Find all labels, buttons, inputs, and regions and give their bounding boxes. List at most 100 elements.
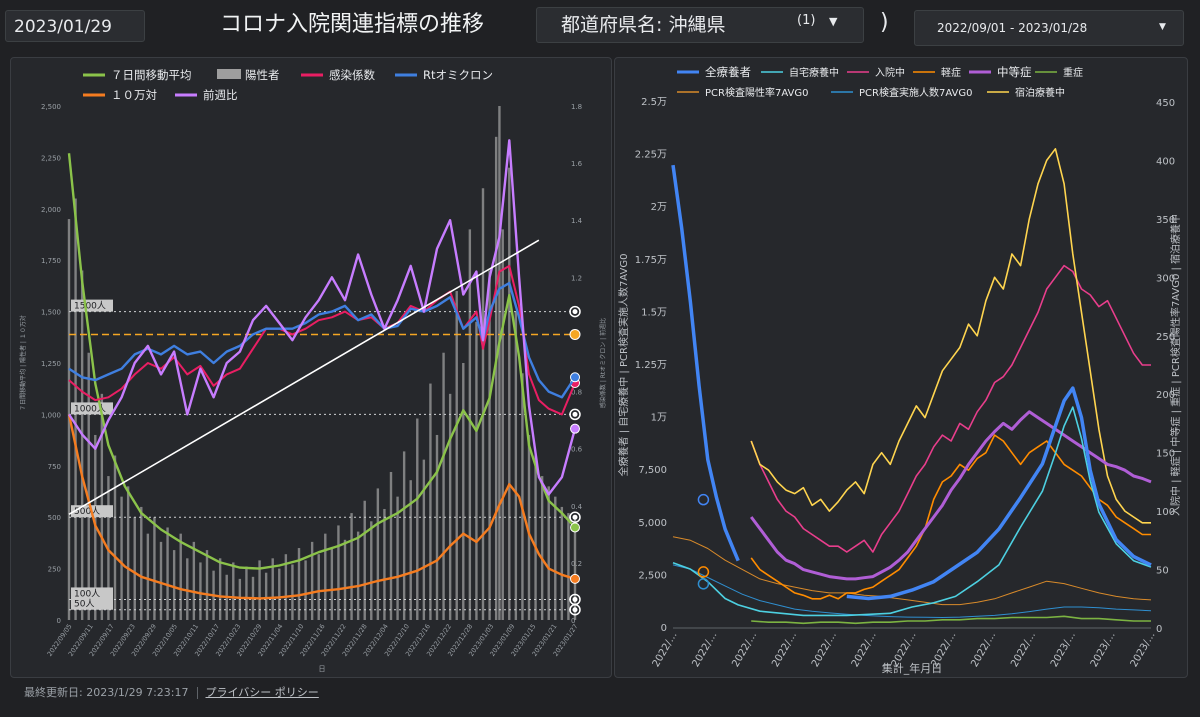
y-tick-right: 1.6 (571, 160, 583, 168)
positives-bar (448, 393, 452, 620)
x-tick: 2022/… (770, 630, 799, 669)
positives-bar (560, 506, 564, 620)
y-tick-right: 1.2 (571, 274, 582, 282)
ref-marker (569, 603, 581, 616)
legend-home-label: 自宅療養中 (789, 66, 839, 79)
rt-end-marker (570, 372, 580, 383)
ref-marker-dot (572, 607, 578, 613)
x-tick: 2022/… (690, 630, 719, 669)
positives-bar (409, 480, 412, 620)
prefecture-label: 都道府県名: 沖縄県 (561, 14, 726, 36)
ref-label: 1500人 (74, 301, 106, 312)
x-tick: 2023/… (1089, 630, 1118, 669)
ref-marker (569, 511, 581, 523)
positives-bar (284, 554, 288, 620)
positives-bar (120, 496, 123, 620)
close-paren: ) (880, 10, 889, 35)
positives-bar (396, 496, 399, 620)
y-tick-left: 750 (48, 463, 61, 471)
privacy-policy-link[interactable]: プライバシー ポリシー (205, 686, 319, 699)
y-tick-left: 2,000 (41, 206, 61, 214)
ref-label: 100人 (74, 588, 100, 599)
prefecture-count: (1) (797, 13, 816, 28)
ref-label: 500人 (74, 506, 100, 517)
footer-divider (196, 687, 198, 699)
x-tick: 2022/… (929, 630, 958, 669)
positives-bar (304, 560, 307, 620)
positives-bar (468, 229, 472, 621)
x-tick: 2022/… (850, 630, 879, 669)
moderate-line (750, 410, 1152, 581)
chevron-down-icon[interactable]: ▼ (1159, 22, 1166, 32)
y-tick-left: 2,500 (41, 103, 61, 111)
legend-mild-label: 軽症 (941, 66, 961, 79)
positives-bar (547, 486, 550, 620)
y-tick-right: 0.4 (571, 503, 583, 511)
prefecture-dropdown[interactable]: 都道府県名: 沖縄県 (1) ▼ (536, 7, 864, 43)
positives-bar (310, 541, 314, 620)
positives-bar (521, 373, 524, 620)
positives-bar (192, 541, 196, 620)
ma7-end-marker (570, 522, 580, 533)
pcr-marker (697, 578, 710, 590)
legend-ma7-label: ７日間移動平均 (111, 68, 192, 82)
hotel-line (750, 148, 1151, 524)
positives-bar (494, 136, 498, 620)
date-display[interactable]: 2023/01/29 (5, 10, 145, 42)
ref-label-box (71, 597, 113, 610)
y-tick-right: 100 (1156, 507, 1175, 518)
y-tick-left: 5,000 (638, 518, 667, 529)
positives-bar (416, 418, 419, 620)
severe-line (751, 615, 1151, 625)
positives-bar (429, 383, 432, 620)
date-range-picker[interactable]: 2022/09/01 - 2023/01/28 ▼ (914, 10, 1184, 46)
y-tick-left: 2,250 (41, 154, 61, 162)
y-axis-label-right: 感染係数 | Rtオミクロン | 前週比 (599, 318, 607, 408)
positives-bar (126, 486, 130, 620)
y-tick-left: 1万 (651, 413, 667, 424)
positives-bar (153, 517, 156, 620)
y-tick-left: 1,500 (41, 309, 61, 317)
x-axis-label: 日 (319, 665, 326, 673)
y-tick-right: 450 (1156, 98, 1175, 109)
x-tick: 2022/… (730, 630, 759, 669)
x-tick: 2022/… (969, 630, 998, 669)
positives-bar (159, 541, 163, 620)
trend-line (68, 239, 540, 516)
positives-bar (140, 506, 143, 620)
positives-bar (481, 188, 485, 621)
hospital-line (750, 264, 1151, 553)
ref-label-box (71, 299, 113, 312)
ref-marker-dot (572, 514, 578, 520)
y-tick-left: 2.25万 (635, 150, 667, 161)
positives-bar (383, 508, 386, 620)
ref-label: 50人 (74, 599, 94, 610)
legend-pcr-rate-label: PCR検査陽性率7AVG0 (705, 86, 808, 99)
positives-bar (179, 533, 182, 620)
legend-positives-swatch (217, 69, 241, 79)
ma7-line (67, 153, 576, 570)
y-tick-left: 500 (48, 514, 61, 522)
positives-bar (166, 527, 169, 620)
positives-bar (80, 270, 84, 620)
y-tick-right: 1.8 (571, 103, 582, 111)
ref-marker-dot (572, 411, 578, 417)
y-axis-label-left: 全療養者 | 自宅療養中 | PCR検査実施人数7AVG0 (617, 254, 630, 477)
legend-positives-label: 陽性者 (245, 68, 280, 82)
positives-bar (501, 229, 504, 621)
positives-bar (534, 455, 537, 620)
home-line (672, 406, 1152, 617)
mild-marker (697, 566, 710, 578)
y-tick-left: 250 (48, 566, 61, 574)
page-title: コロナ入院関連指標の推移 (220, 12, 485, 37)
chevron-down-icon[interactable]: ▼ (829, 15, 838, 28)
y-tick-left: 0 (661, 623, 667, 634)
pcr-count-line (672, 564, 1152, 618)
positives-bar (462, 363, 465, 620)
ref-label-box (71, 587, 113, 600)
y-tick-left: 1,000 (41, 411, 61, 419)
hospitalization-chart: 全療養者 自宅療養中 入院中 軽症 中等症 重症 PCR検査陽性率7AVG0 PCR検査実施人… (617, 65, 1182, 675)
y-tick-left: 1,250 (41, 360, 61, 368)
ref-marker-dot (572, 596, 578, 602)
total-late-line (846, 386, 1152, 601)
